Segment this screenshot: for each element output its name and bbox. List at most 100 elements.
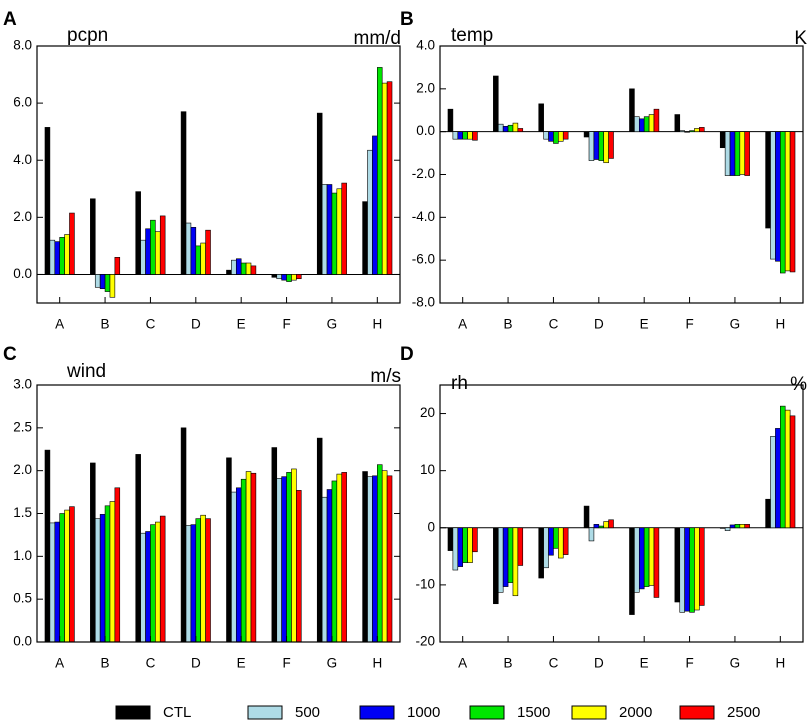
- bar-CTL-D: [583, 131, 590, 138]
- bar-2500-E: [653, 527, 660, 598]
- bar-1000-D: [593, 524, 600, 529]
- legend-swatch-1500: [469, 705, 505, 720]
- bar-2500-F: [699, 527, 705, 606]
- xtick-label: G: [730, 656, 741, 671]
- bar-2000-E: [245, 262, 252, 275]
- xtick-label: F: [685, 317, 693, 332]
- bar-CTL-F: [674, 527, 681, 603]
- bar-500-D: [185, 525, 192, 643]
- legend-swatch-2000: [571, 705, 607, 720]
- bar-500-G: [724, 131, 731, 176]
- bar-CTL-A: [44, 127, 51, 275]
- bar-2500-E: [653, 108, 660, 132]
- bar-1000-D: [190, 524, 197, 643]
- bar-2500-C: [562, 527, 569, 555]
- xtick-label: D: [594, 656, 604, 671]
- bar-1500-B: [104, 505, 111, 643]
- bar-2000-B: [109, 274, 116, 298]
- bar-1000-D: [593, 131, 600, 160]
- xtick-label: D: [191, 317, 201, 332]
- bar-2500-E: [250, 265, 257, 275]
- xtick-label: E: [640, 317, 649, 332]
- bar-500-A: [452, 527, 459, 571]
- xtick-label: C: [146, 656, 156, 671]
- bar-2000-D: [200, 242, 206, 275]
- xtick-label: A: [458, 317, 467, 332]
- bar-1000-B: [502, 527, 509, 587]
- ytick-label: 0.0: [416, 123, 435, 138]
- ytick-label: -2.0: [412, 166, 435, 181]
- legend-label-1000: 1000: [407, 704, 440, 721]
- panel-label: D: [400, 344, 414, 365]
- bar-2000-E: [648, 527, 655, 586]
- bar-1500-C: [150, 524, 156, 643]
- ytick-label: -10: [415, 576, 435, 591]
- bar-1000-B: [99, 274, 106, 290]
- ytick-label: 0.5: [13, 591, 32, 606]
- xtick-label: H: [372, 317, 382, 332]
- bar-1000-B: [99, 514, 106, 643]
- bar-CTL-G: [316, 112, 323, 275]
- bar-2500-D: [205, 518, 211, 643]
- panel-units: m/s: [370, 366, 401, 387]
- ytick-label: 2.0: [416, 80, 435, 95]
- bar-2500-B: [517, 128, 524, 132]
- bar-1000-B: [502, 126, 509, 132]
- ytick-label: 10: [420, 462, 435, 477]
- bar-2500-F: [296, 274, 302, 280]
- ytick-label: 2.0: [13, 209, 32, 224]
- bar-CTL-G: [719, 131, 726, 149]
- xtick-label: H: [775, 656, 785, 671]
- bar-2000-F: [694, 128, 700, 132]
- bar-1500-G: [331, 192, 338, 275]
- bar-500-A: [452, 131, 459, 140]
- bar-500-F: [679, 130, 685, 132]
- bar-2500-E: [250, 472, 257, 643]
- panel-label: A: [3, 9, 17, 30]
- bar-1500-B: [507, 527, 514, 583]
- bar-1500-C: [553, 131, 559, 144]
- panel-title: pcpn: [67, 25, 108, 46]
- bar-1500-E: [240, 478, 247, 643]
- bar-2500-F: [296, 490, 302, 643]
- bar-2500-B: [114, 487, 121, 643]
- bar-1000-D: [190, 227, 197, 275]
- bar-1000-E: [638, 118, 645, 132]
- bar-500-B: [94, 274, 101, 288]
- xtick-label: A: [55, 317, 64, 332]
- bar-1000-H: [372, 475, 378, 643]
- bar-2000-D: [603, 521, 609, 529]
- bar-CTL-E: [629, 88, 635, 132]
- legend-swatch-1000: [359, 705, 395, 720]
- bar-1500-F: [286, 274, 292, 282]
- legend-label-2000: 2000: [619, 704, 652, 721]
- ytick-label: 0.0: [13, 266, 32, 281]
- bar-1500-E: [240, 262, 247, 275]
- ytick-label: -4.0: [412, 209, 435, 224]
- panel-label: C: [3, 344, 17, 365]
- bar-1500-A: [462, 527, 468, 563]
- bar-2500-B: [517, 527, 524, 566]
- bar-2500-C: [159, 215, 166, 275]
- bar-1500-G: [331, 480, 338, 643]
- ytick-label: -6.0: [412, 252, 435, 267]
- bar-1000-F: [684, 131, 690, 133]
- bar-2500-A: [472, 131, 478, 141]
- bar-CTL-C: [135, 454, 141, 643]
- bar-CTL-C: [538, 103, 544, 132]
- xtick-label: F: [282, 656, 290, 671]
- bar-1500-C: [553, 527, 559, 549]
- panel-units: mm/d: [354, 28, 402, 49]
- bar-CTL-G: [316, 437, 323, 643]
- panel-title: temp: [451, 25, 493, 46]
- bar-2000-H: [381, 470, 388, 643]
- ytick-label: 4.0: [13, 152, 32, 167]
- legend-label-2500: 2500: [727, 704, 760, 721]
- bar-500-G: [321, 496, 328, 643]
- bar-CTL-H: [765, 498, 771, 529]
- ytick-label: 3.0: [13, 377, 32, 392]
- bar-1500-F: [286, 472, 292, 643]
- bar-1500-A: [59, 237, 65, 275]
